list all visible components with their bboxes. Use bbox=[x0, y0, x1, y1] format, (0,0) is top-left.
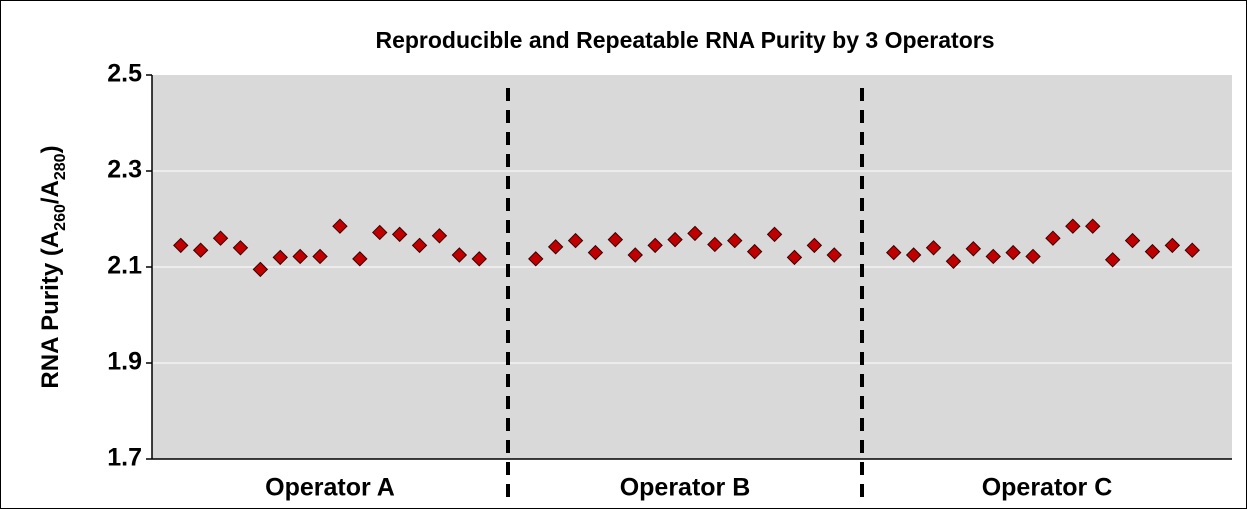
y-tick-label: 2.3 bbox=[107, 156, 142, 184]
data-point bbox=[786, 249, 803, 266]
data-point bbox=[212, 230, 229, 246]
data-point bbox=[1104, 252, 1121, 268]
data-point bbox=[372, 224, 388, 241]
data-point bbox=[332, 218, 348, 234]
data-point bbox=[965, 241, 982, 257]
data-point bbox=[292, 248, 308, 265]
x-group-label: Operator A bbox=[265, 474, 395, 502]
data-point bbox=[232, 240, 249, 256]
data-point bbox=[746, 243, 763, 260]
data-point bbox=[707, 236, 723, 253]
data-point bbox=[451, 247, 468, 263]
y-axis-label-part: RNA Purity (A bbox=[37, 231, 64, 389]
x-group-label: Operator B bbox=[620, 474, 751, 502]
data-point bbox=[687, 225, 703, 242]
data-point bbox=[528, 251, 544, 267]
data-point bbox=[925, 240, 942, 256]
data-point bbox=[667, 231, 683, 248]
data-point bbox=[252, 261, 269, 278]
data-point bbox=[905, 247, 922, 263]
data-point bbox=[1085, 218, 1101, 234]
data-point bbox=[945, 253, 962, 269]
y-axis-label-part: ) bbox=[37, 145, 64, 153]
data-point bbox=[1045, 230, 1061, 246]
data-point bbox=[173, 237, 189, 254]
y-axis-label-part: 260 bbox=[52, 204, 69, 231]
data-point bbox=[627, 247, 643, 263]
data-point bbox=[1005, 244, 1021, 261]
data-point bbox=[567, 232, 584, 249]
y-tick-label: 2.1 bbox=[107, 252, 142, 280]
data-point bbox=[1065, 218, 1081, 234]
data-point bbox=[192, 242, 209, 258]
x-group-label: Operator C bbox=[982, 474, 1113, 502]
y-tick-label: 2.5 bbox=[107, 60, 142, 88]
data-point bbox=[985, 248, 1001, 265]
data-point bbox=[886, 244, 902, 261]
data-point bbox=[1124, 232, 1141, 249]
data-point bbox=[1164, 237, 1181, 254]
data-point bbox=[826, 247, 842, 263]
y-axis-label-part: /A bbox=[37, 180, 64, 204]
data-point bbox=[272, 249, 288, 266]
data-point bbox=[312, 248, 328, 265]
y-axis-label-part: 280 bbox=[52, 153, 69, 180]
data-point bbox=[411, 237, 428, 254]
data-point bbox=[766, 226, 783, 243]
data-point bbox=[431, 228, 448, 244]
data-point bbox=[1184, 242, 1200, 258]
data-point bbox=[547, 239, 564, 255]
data-point bbox=[607, 231, 624, 248]
y-axis-label: RNA Purity (A260/A280) bbox=[37, 145, 68, 388]
data-point bbox=[1025, 248, 1041, 265]
data-point bbox=[471, 251, 487, 267]
y-tick-label: 1.7 bbox=[107, 444, 142, 472]
data-point bbox=[391, 226, 408, 243]
data-point bbox=[647, 237, 663, 254]
data-point bbox=[352, 251, 368, 267]
chart-title: Reproducible and Repeatable RNA Purity b… bbox=[375, 27, 994, 53]
y-tick-label: 1.9 bbox=[107, 348, 142, 376]
data-point bbox=[587, 244, 604, 261]
data-point bbox=[1144, 243, 1161, 260]
data-point bbox=[727, 232, 743, 249]
data-point bbox=[806, 237, 823, 254]
